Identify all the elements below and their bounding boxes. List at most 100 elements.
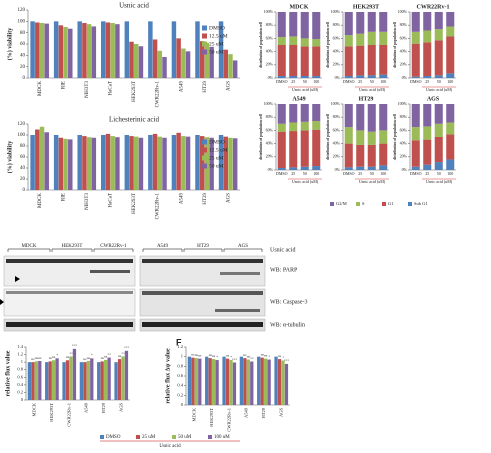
x-tick-label: MDCK (38, 193, 43, 208)
bar (53, 21, 59, 78)
bar (35, 22, 40, 78)
stack-segment (356, 75, 365, 78)
bar (171, 135, 177, 190)
stack-segment (367, 75, 376, 78)
stack-segment (411, 43, 420, 77)
stack-segment (411, 140, 420, 167)
y-tick-label: 0 (181, 402, 184, 407)
x-tick-label: HaCaT (109, 193, 114, 207)
legend-swatch (202, 33, 207, 39)
bar (257, 356, 261, 405)
y-axis-label: distribution of population cell (326, 114, 330, 160)
y-tick-label: 0.8 (177, 363, 183, 368)
significance-label: ns (261, 352, 265, 356)
x-tick-label: 50 (303, 171, 307, 176)
significance-label: ns (87, 356, 91, 360)
bar (138, 137, 144, 190)
legend-label: DMSO (106, 435, 121, 440)
bar (101, 21, 106, 78)
bar (185, 136, 191, 190)
stack-segment (300, 38, 309, 47)
bar (157, 136, 163, 190)
y-tick-label: 100% (264, 101, 274, 106)
legend-label: G2/M (336, 201, 347, 206)
stack-segment (423, 139, 432, 165)
y-tick-label: 40% (333, 49, 341, 54)
y-tick-label: 60% (266, 127, 274, 132)
y-tick-label: 0.2 (17, 389, 23, 394)
stack-segment (289, 122, 298, 132)
y-tick-label: 60% (400, 127, 408, 132)
bar (58, 25, 64, 78)
x-tick-label: CWR22Rv-1 (156, 81, 161, 108)
y-axis-label: (%) viability (6, 28, 13, 61)
bar (30, 135, 35, 190)
legend-swatch (202, 41, 207, 47)
x-tick-label: 50 (303, 79, 307, 84)
x-tick-label: AGS (226, 193, 231, 203)
stack-segment (367, 166, 376, 170)
stack-segment (434, 40, 443, 76)
y-tick-label: 80% (333, 22, 341, 27)
bracket (93, 248, 134, 252)
y-tick-label: 40% (266, 141, 274, 146)
y-tick-label: 0.6 (177, 373, 183, 378)
y-tick-label: 1.2 (17, 352, 23, 357)
x-tick-label: 100 (313, 79, 319, 84)
stack-segment (289, 76, 298, 78)
cell-line-label: HT29 (197, 244, 209, 249)
bar (204, 42, 210, 78)
arrowhead (0, 276, 20, 305)
bar (198, 358, 202, 405)
stack-segment (300, 166, 309, 170)
bracket (142, 248, 183, 252)
stack-segment (356, 104, 365, 131)
bar (209, 137, 214, 190)
stack-segment (367, 104, 376, 132)
bar (225, 358, 230, 405)
x-tick-label: MDCK (38, 81, 43, 96)
stack-segment (379, 31, 388, 45)
significance-label: ns (35, 356, 39, 360)
significance-label: ns (66, 355, 70, 359)
band (6, 259, 133, 263)
stack-segment (434, 137, 443, 163)
bar (114, 362, 118, 400)
x-tick-label: 50 (437, 79, 441, 84)
legend-swatch (202, 155, 207, 161)
significance-label: ns (101, 356, 105, 360)
band (142, 322, 263, 327)
bar (110, 136, 115, 190)
legend-swatch (356, 202, 360, 206)
stack-segment (344, 46, 353, 77)
bar (194, 358, 198, 405)
stack-segment (446, 134, 455, 160)
y-tick-label: 0 (21, 397, 24, 402)
bracket (183, 248, 223, 252)
legend-label: DMSO (209, 25, 225, 31)
stack-segment (344, 143, 353, 168)
stack-segment (312, 166, 321, 170)
significance-label: ns (198, 353, 202, 357)
band (6, 322, 133, 327)
y-tick-label: 0 (23, 188, 26, 193)
stack-segment (356, 166, 365, 170)
stack-segment (434, 104, 443, 124)
bar (134, 44, 139, 78)
y-tick-label: 80% (333, 114, 341, 119)
y-tick-label: 40% (400, 49, 408, 54)
bar (162, 57, 167, 78)
stack-segment (344, 35, 353, 47)
significance-label: * (230, 355, 232, 359)
bar (152, 39, 158, 78)
bar (107, 357, 111, 400)
bar (181, 48, 186, 78)
x-tick-label: HEK293T (49, 403, 54, 422)
x-axis-label: Usnic acid (uM) (292, 87, 319, 92)
bar (104, 359, 108, 400)
significance-label: * (268, 354, 270, 358)
bar (267, 359, 271, 405)
bar (162, 137, 167, 190)
significance-label: *** (232, 357, 238, 361)
